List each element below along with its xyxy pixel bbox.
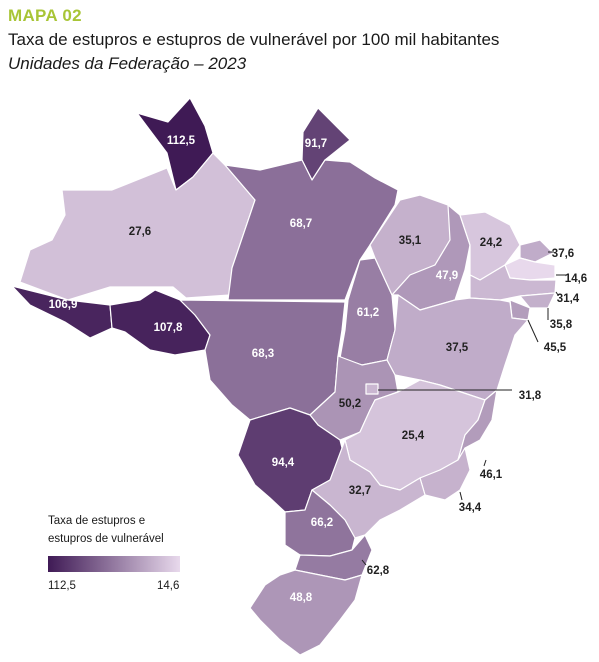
- leader-line-pe: [555, 291, 559, 296]
- state-rs: [249, 569, 363, 656]
- value-label-mt: 68,3: [252, 348, 274, 360]
- value-label-ba: 37,5: [446, 342, 469, 354]
- value-label-ac: 106,9: [49, 299, 78, 311]
- leader-line-sc: [361, 559, 367, 566]
- value-label-al: 35,8: [550, 319, 573, 331]
- legend-title: Taxa de estupros e estupros de vulneráve…: [48, 512, 188, 548]
- value-label-rr: 112,5: [167, 135, 196, 147]
- value-label-ap: 91,7: [305, 138, 327, 150]
- state-rn: [519, 239, 554, 263]
- value-label-pb: 14,6: [565, 273, 587, 285]
- state-rj: [419, 447, 471, 501]
- value-label-rn: 37,6: [552, 248, 574, 260]
- state-ac: [11, 285, 113, 339]
- legend-min-label: 14,6: [157, 580, 180, 592]
- map-number: MAPA 02: [8, 6, 82, 25]
- value-label-ce: 24,2: [480, 237, 502, 249]
- value-label-df: 31,8: [519, 390, 542, 402]
- value-label-go: 50,2: [339, 398, 361, 410]
- value-label-ro: 107,8: [154, 322, 183, 334]
- value-label-se: 45,5: [544, 342, 567, 354]
- value-label-pr: 66,2: [311, 517, 333, 529]
- legend-title-line2: estupros de vulnerável: [48, 533, 164, 545]
- map-subtitle: Unidades da Federação – 2023: [8, 54, 247, 73]
- legend-color-scale: [48, 556, 180, 572]
- value-label-pi: 47,9: [436, 270, 458, 282]
- state-df: [365, 383, 379, 395]
- value-label-ma: 35,1: [399, 235, 422, 247]
- value-label-sc: 62,8: [367, 565, 390, 577]
- value-label-rj: 34,4: [459, 502, 482, 514]
- leader-line-es: [483, 459, 487, 467]
- value-label-ms: 94,4: [272, 457, 295, 469]
- state-pa: [212, 152, 399, 301]
- leader-line-rj: [459, 491, 463, 501]
- state-es: [457, 389, 498, 461]
- legend-max-label: 112,5: [48, 580, 76, 592]
- value-label-mg: 25,4: [402, 430, 425, 442]
- value-label-pe: 31,4: [557, 293, 580, 305]
- value-label-rs: 48,8: [290, 592, 313, 604]
- value-label-am: 27,6: [129, 226, 151, 238]
- value-label-sp: 32,7: [349, 485, 371, 497]
- value-label-to: 61,2: [357, 307, 379, 319]
- map-title: Taxa de estupros e estupros de vulneráve…: [8, 30, 500, 49]
- value-label-es: 46,1: [480, 469, 503, 481]
- legend-title-line1: Taxa de estupros e: [48, 515, 146, 527]
- leader-line-se: [527, 319, 539, 343]
- state-pb: [504, 257, 556, 281]
- value-label-pa: 68,7: [290, 218, 312, 230]
